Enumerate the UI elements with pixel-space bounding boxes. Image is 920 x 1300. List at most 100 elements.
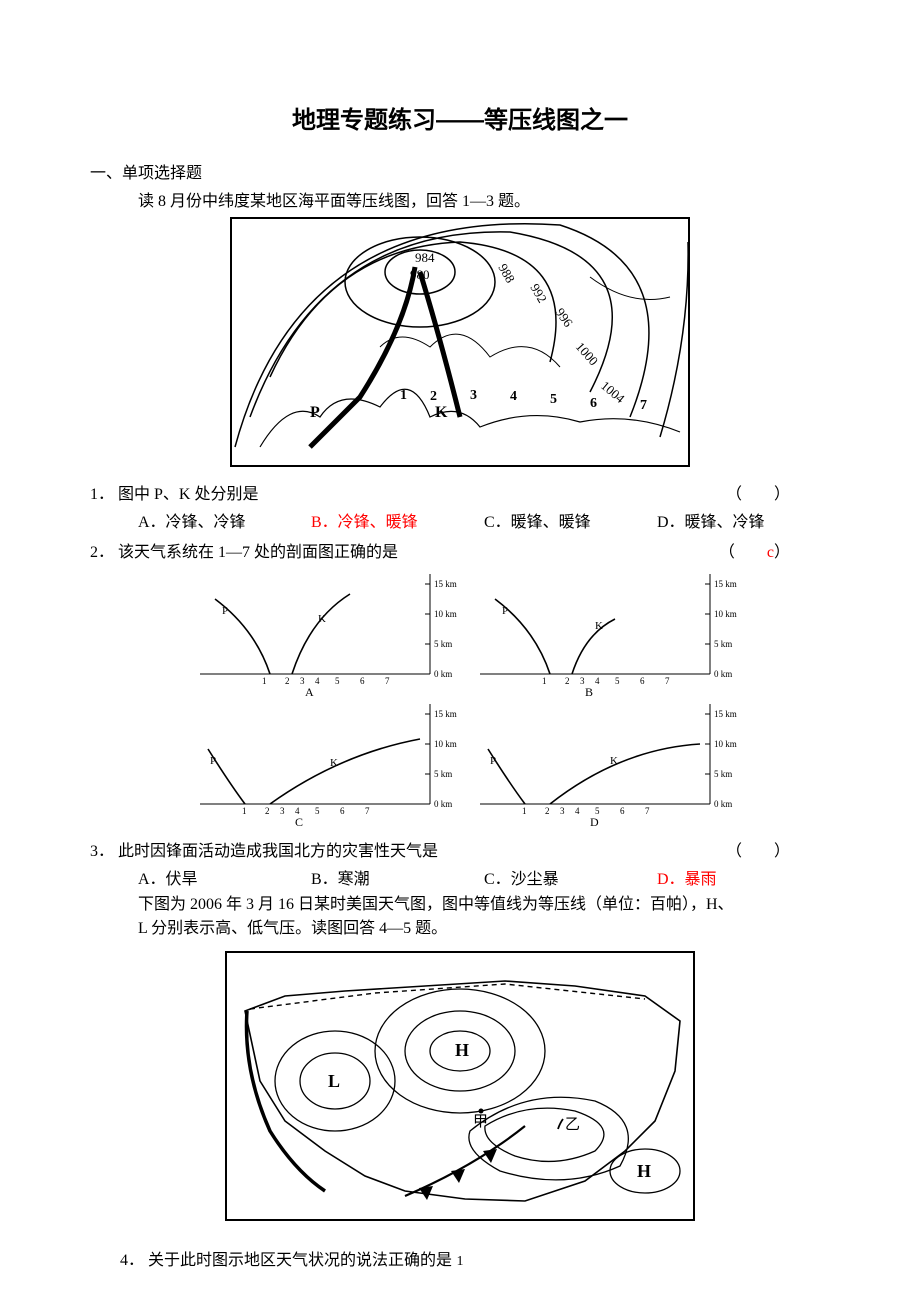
xlabel: 1 bbox=[242, 806, 247, 816]
ylabel: 5 km bbox=[714, 639, 732, 649]
xlabel: 2 bbox=[285, 676, 290, 686]
q1-opt-c: C．暖锋、暖锋 bbox=[484, 508, 657, 532]
curve-label: P bbox=[502, 605, 508, 617]
xlabel: 6 bbox=[640, 676, 645, 686]
curve-label: K bbox=[595, 620, 603, 632]
panel-label: D bbox=[590, 815, 599, 826]
q3-text: 此时因锋面活动造成我国北方的灾害性天气是 bbox=[118, 843, 438, 860]
ylabel: 0 km bbox=[714, 669, 732, 679]
q2-num: 2． bbox=[90, 544, 114, 561]
xlabel: 3 bbox=[280, 806, 285, 816]
figure-us-weather: H L H 甲 乙 bbox=[90, 951, 830, 1226]
intro-text-1: 读 8 月份中纬度某地区海平面等压线图，回答 1—3 题。 bbox=[138, 187, 830, 211]
q1-opt-b: B．冷锋、暖锋 bbox=[311, 508, 484, 532]
q1-paren: （ ） bbox=[726, 480, 790, 504]
section-num: 6 bbox=[590, 396, 597, 411]
curve-label: K bbox=[330, 757, 338, 769]
front-label-p: P bbox=[310, 404, 320, 421]
xlabel: 5 bbox=[335, 676, 340, 686]
ylabel: 10 km bbox=[434, 739, 457, 749]
ylabel: 10 km bbox=[434, 609, 457, 619]
q3-opt-d: D．暴雨 bbox=[657, 865, 830, 889]
label-yi: 乙 bbox=[565, 1117, 580, 1133]
ylabel: 0 km bbox=[434, 799, 452, 809]
figure-isobar-europe: 984 980 988 992 996 1000 1004 1 2 3 4 5 … bbox=[90, 217, 830, 472]
xlabel: 4 bbox=[315, 676, 320, 686]
xlabel: 6 bbox=[620, 806, 625, 816]
ylabel: 10 km bbox=[714, 739, 737, 749]
q1-opt-a: A．冷锋、冷锋 bbox=[138, 508, 311, 532]
q1-num: 1． bbox=[90, 486, 114, 503]
xlabel: 5 bbox=[615, 676, 620, 686]
section-num: 3 bbox=[470, 388, 477, 403]
label-jia: 甲 bbox=[473, 1114, 488, 1130]
panel-label: B bbox=[585, 685, 593, 699]
xlabel: 1 bbox=[542, 676, 547, 686]
xlabel: 1 bbox=[262, 676, 267, 686]
q2-paren-ans: c bbox=[767, 544, 774, 561]
panel-label: A bbox=[305, 685, 314, 699]
ylabel: 15 km bbox=[434, 579, 457, 589]
page-title: 地理专题练习——等压线图之一 bbox=[90, 100, 830, 135]
ylabel: 15 km bbox=[434, 709, 457, 719]
xlabel: 4 bbox=[575, 806, 580, 816]
ylabel: 15 km bbox=[714, 709, 737, 719]
q3-opt-c: C．沙尘暴 bbox=[484, 865, 657, 889]
q2-paren: （ c） bbox=[719, 538, 790, 562]
section-header: 一、单项选择题 bbox=[90, 159, 830, 183]
q3-opt-a: A．伏旱 bbox=[138, 865, 311, 889]
xlabel: 6 bbox=[360, 676, 365, 686]
q2-paren-prefix: （ bbox=[719, 544, 767, 561]
intro-text-2a: 下图为 2006 年 3 月 16 日某时美国天气图，图中等值线为等压线（单位：… bbox=[138, 893, 830, 917]
ylabel: 10 km bbox=[714, 609, 737, 619]
curve-label: K bbox=[318, 613, 326, 625]
question-3: 3． 此时因锋面活动造成我国北方的灾害性天气是 （ ） bbox=[90, 837, 830, 861]
xlabel: 4 bbox=[595, 676, 600, 686]
xlabel: 7 bbox=[665, 676, 670, 686]
xlabel: 5 bbox=[315, 806, 320, 816]
curve-label: P bbox=[490, 755, 496, 767]
section-num: 4 bbox=[510, 389, 517, 404]
xlabel: 6 bbox=[340, 806, 345, 816]
front-label-k: K bbox=[435, 404, 448, 421]
xlabel: 2 bbox=[265, 806, 270, 816]
xlabel: 7 bbox=[365, 806, 370, 816]
q1-text: 图中 P、K 处分别是 bbox=[118, 486, 258, 503]
ylabel: 5 km bbox=[434, 769, 452, 779]
panel-label: C bbox=[295, 815, 303, 826]
q3-num: 3． bbox=[90, 843, 114, 860]
isobar-label: 980 bbox=[410, 267, 430, 282]
curve-label: K bbox=[610, 755, 618, 767]
question-1: 1． 图中 P、K 处分别是 （ ） bbox=[90, 480, 830, 504]
xlabel: 2 bbox=[545, 806, 550, 816]
curve-label: P bbox=[222, 605, 228, 617]
xlabel: 7 bbox=[385, 676, 390, 686]
label-l: L bbox=[328, 1071, 340, 1091]
q1-opt-d: D．暖锋、冷锋 bbox=[657, 508, 830, 532]
intro-text-2b: L 分别表示高、低气压。读图回答 4—5 题。 bbox=[138, 917, 830, 941]
section-num: 1 bbox=[400, 388, 407, 403]
profile-charts: 15 km 10 km 5 km 0 km 1 2 3 4 5 6 7 P K … bbox=[90, 566, 830, 831]
ylabel: 5 km bbox=[714, 769, 732, 779]
q1-options: A．冷锋、冷锋 B．冷锋、暖锋 C．暖锋、暖锋 D．暖锋、冷锋 bbox=[138, 508, 830, 532]
curve-label: P bbox=[210, 755, 216, 767]
q3-opt-b: B．寒潮 bbox=[311, 865, 484, 889]
xlabel: 3 bbox=[560, 806, 565, 816]
label-h1: H bbox=[455, 1040, 469, 1060]
ylabel: 0 km bbox=[714, 799, 732, 809]
label-h2: H bbox=[637, 1161, 651, 1181]
q3-options: A．伏旱 B．寒潮 C．沙尘暴 D．暴雨 bbox=[138, 865, 830, 889]
ylabel: 15 km bbox=[714, 579, 737, 589]
xlabel: 7 bbox=[645, 806, 650, 816]
ylabel: 5 km bbox=[434, 639, 452, 649]
xlabel: 1 bbox=[522, 806, 527, 816]
q3-paren: （ ） bbox=[726, 837, 790, 861]
question-2: 2． 该天气系统在 1—7 处的剖面图正确的是 （ c） bbox=[90, 538, 830, 562]
q2-text: 该天气系统在 1—7 处的剖面图正确的是 bbox=[118, 544, 398, 561]
q2-paren-suffix: ） bbox=[774, 544, 790, 561]
section-num: 2 bbox=[430, 389, 437, 404]
isobar-label: 984 bbox=[415, 250, 435, 265]
ylabel: 0 km bbox=[434, 669, 452, 679]
xlabel: 2 bbox=[565, 676, 570, 686]
section-num: 5 bbox=[550, 392, 557, 407]
